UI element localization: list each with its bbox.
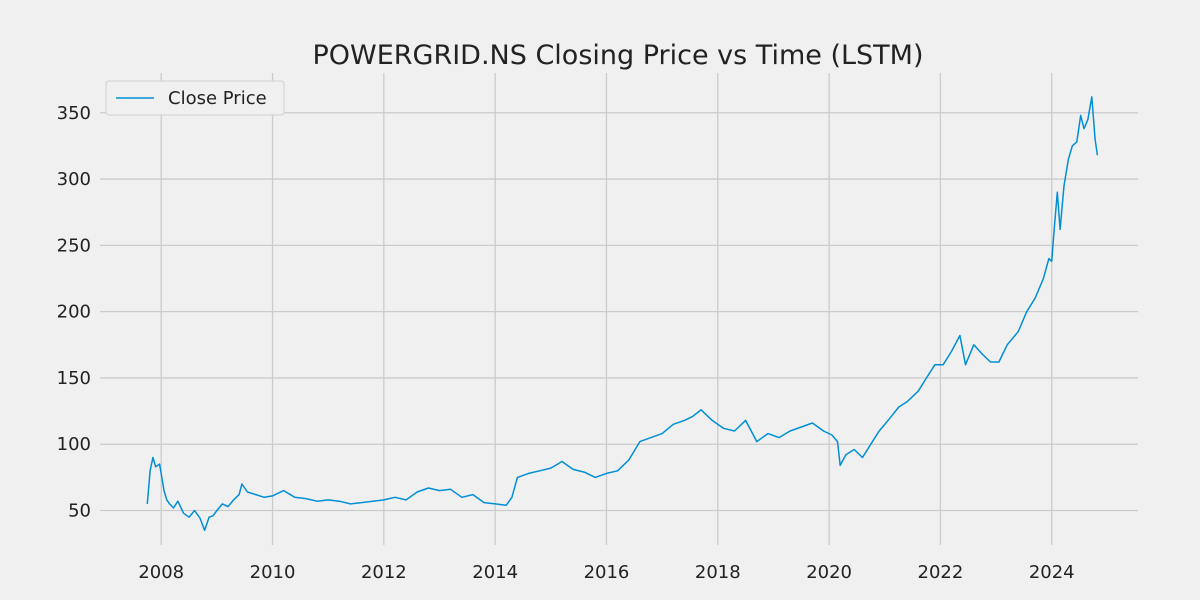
y-tick-label: 100 (57, 434, 91, 455)
x-tick-label: 2024 (1029, 562, 1075, 583)
legend-box (105, 80, 285, 116)
x-tick-label: 2016 (584, 562, 630, 583)
x-gridlines (160, 73, 1053, 545)
x-axis-tick-labels: 2008 2010 2012 2014 2016 2018 2020 2022 2024 (138, 562, 1074, 583)
x-tick-label: 2012 (361, 562, 407, 583)
x-tick-label: 2010 (250, 562, 296, 583)
y-tick-label: 350 (57, 103, 91, 124)
y-tick-label: 150 (57, 368, 91, 389)
series-line-close-price (146, 96, 1099, 532)
y-tick-label: 200 (57, 302, 91, 323)
legend: Close Price (105, 80, 285, 116)
legend-label: Close Price (168, 88, 267, 109)
x-tick-label: 2022 (918, 562, 964, 583)
x-tick-label: 2008 (138, 562, 184, 583)
y-tick-label: 250 (57, 235, 91, 256)
y-tick-label: 50 (68, 501, 91, 522)
x-tick-label: 2018 (695, 562, 741, 583)
y-axis-tick-labels: 50 100 150 200 250 300 350 (57, 103, 91, 522)
x-tick-label: 2020 (806, 562, 852, 583)
y-tick-label: 300 (57, 169, 91, 190)
chart-title: POWERGRID.NS Closing Price vs Time (LSTM… (312, 40, 923, 71)
x-tick-label: 2014 (472, 562, 518, 583)
